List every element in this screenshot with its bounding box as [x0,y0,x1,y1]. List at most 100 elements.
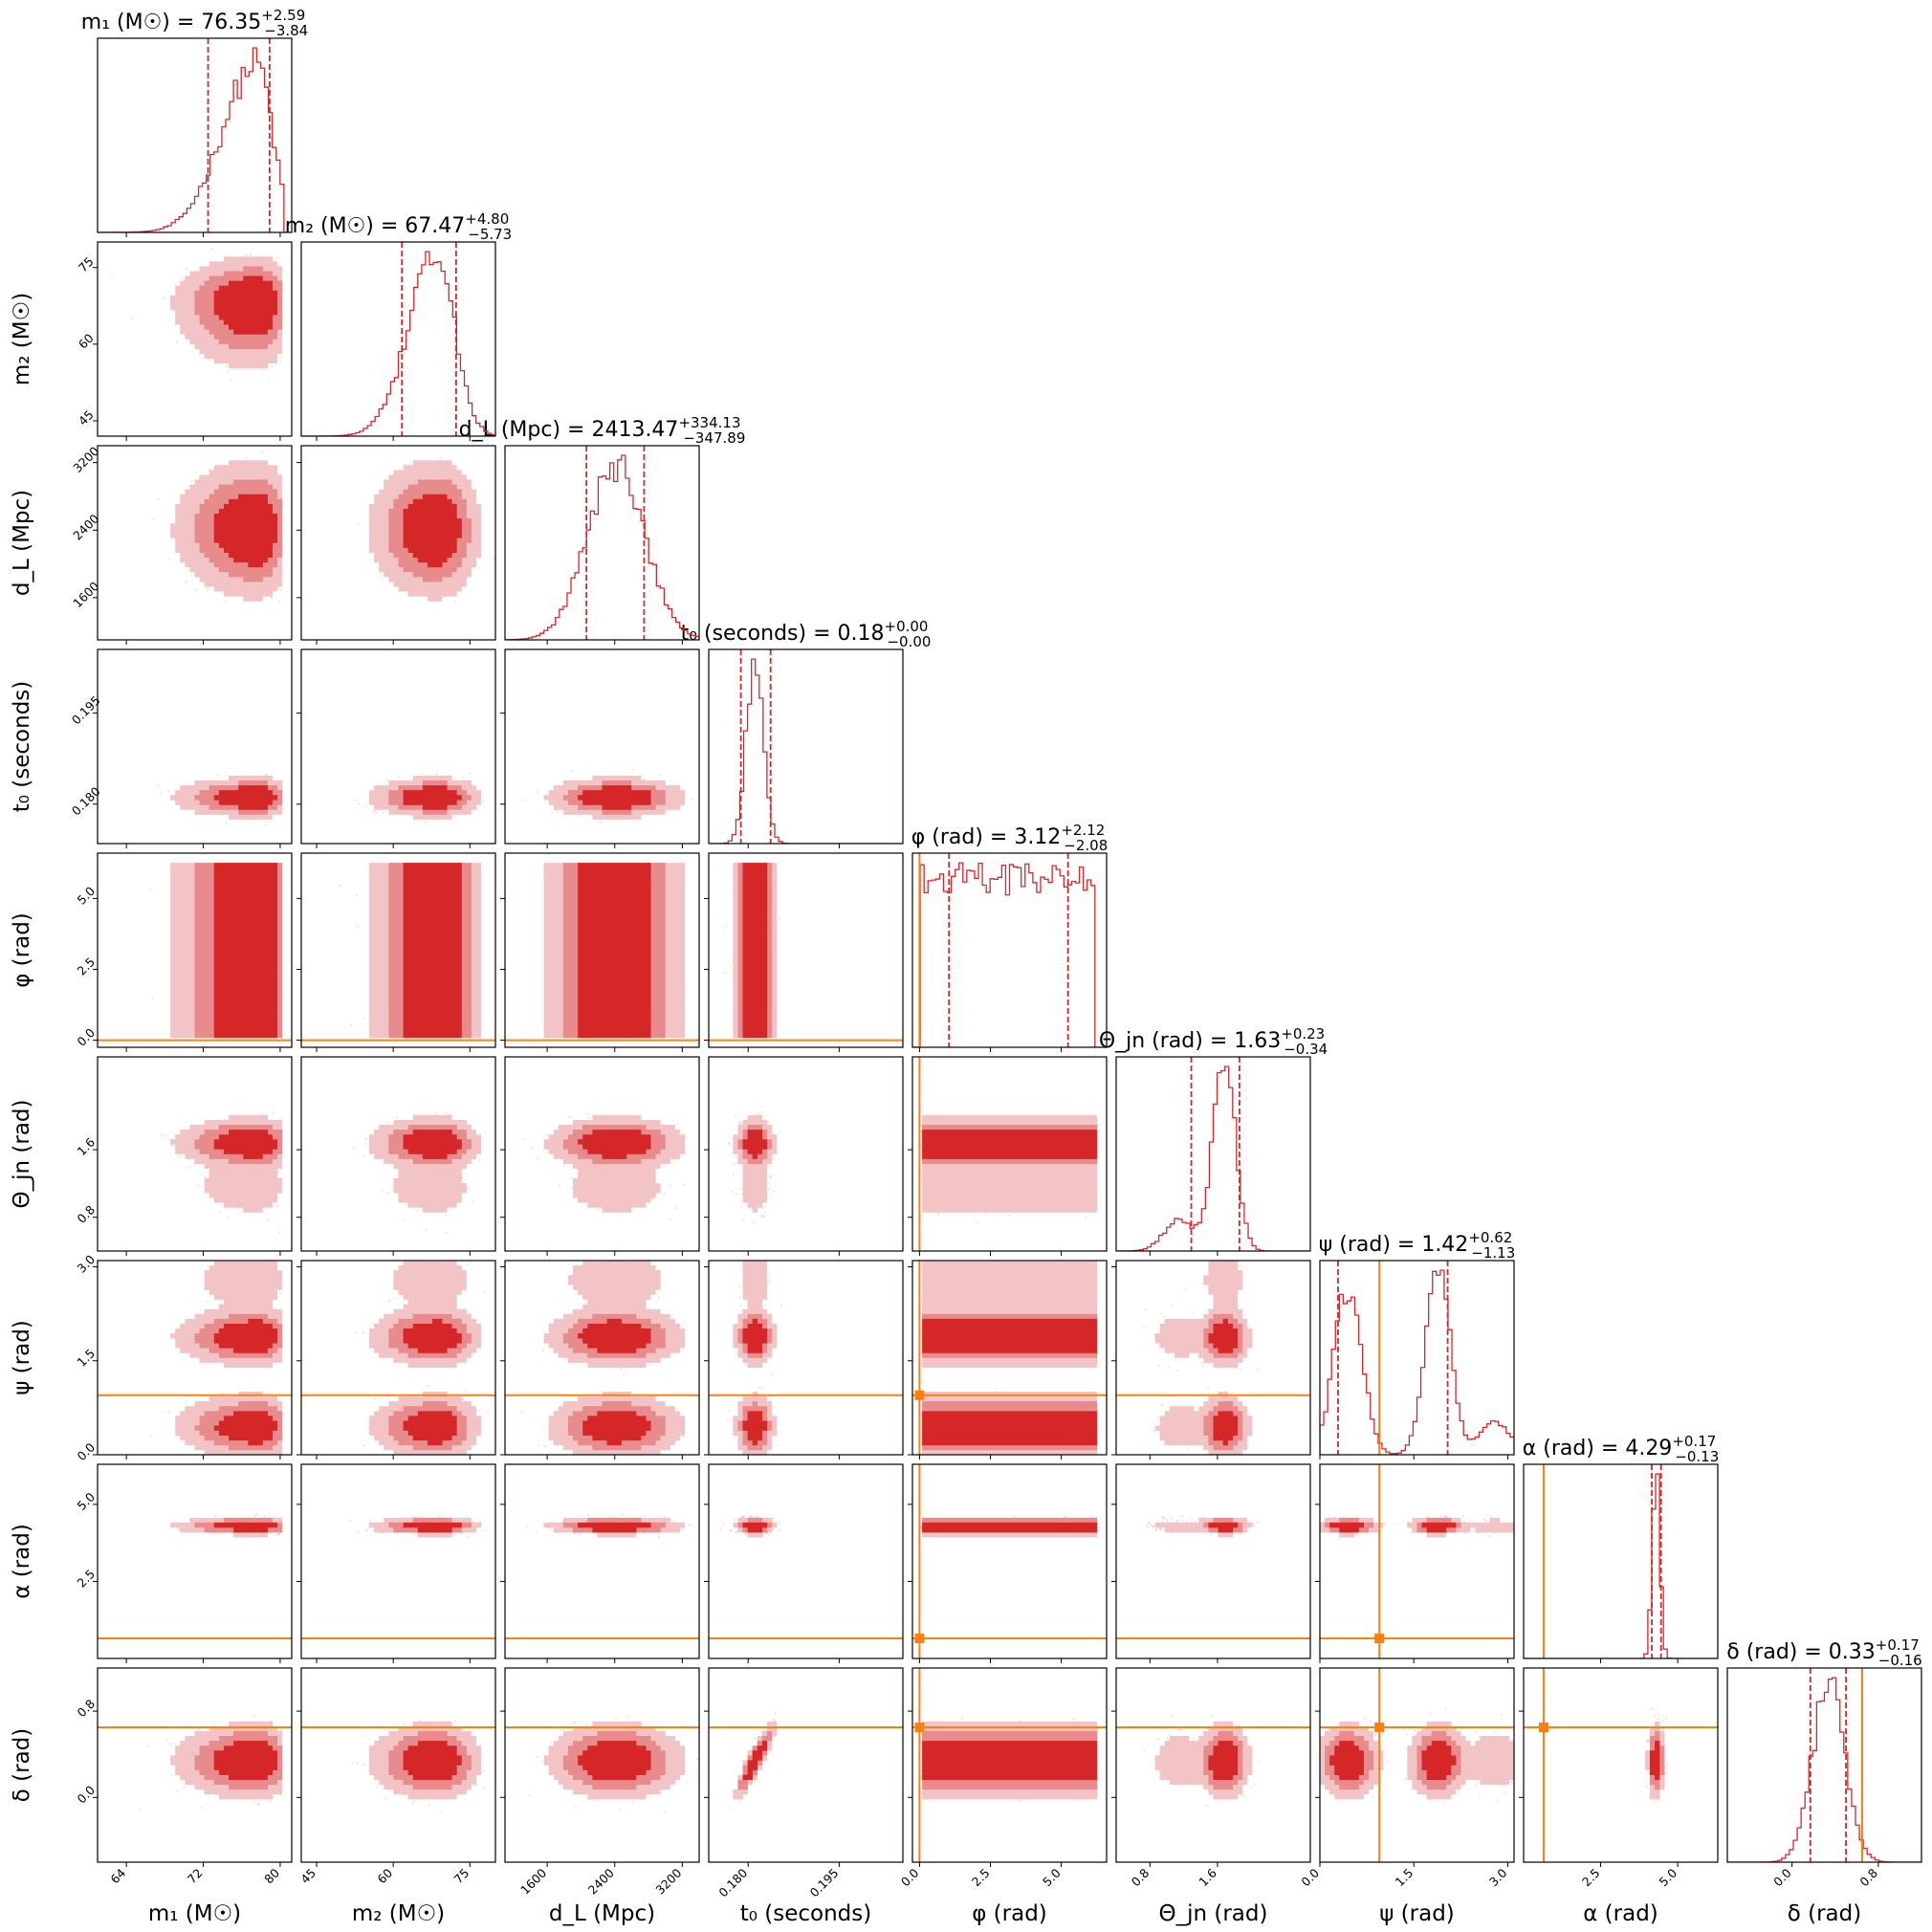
xtick-label-alpha: 5.0 [1657,1865,1680,1889]
ytick-label-delta: 0.8 [74,1697,98,1721]
contour-level-3 [578,1318,651,1446]
ytick-label-alpha: 5.0 [74,1489,98,1513]
panel-t0-vs-t0 [708,648,904,848]
panel-psi-vs-t0 [704,1260,904,1460]
contour-level-3 [742,863,768,1039]
ytick-label-theta: 1.6 [74,1135,98,1159]
title-prefix-m2: m₂ (M☉) = 67.47 [285,214,466,238]
contour-level-3 [742,1522,768,1533]
panel-frame [504,445,700,641]
title-plus-phi: +2.12 [1061,822,1105,839]
title-delta: δ (rad) = 0.33+0.17 −0.16 [1726,1636,1921,1669]
panel-frame [300,1463,496,1659]
panel-frame [911,852,1108,1048]
panel-m2-vs-m2 [300,241,496,441]
xlabel-alpha: α (rad) [1583,1901,1658,1926]
title-minus-delta: −0.16 [1878,1652,1922,1669]
contour-level-2 [737,1313,773,1451]
ylabel-alpha: α (rad) [10,1524,34,1599]
ylabel-psi: ψ (rad) [10,1320,34,1395]
contour-level-3 [742,1318,768,1446]
contour-level-3 [1329,1522,1457,1533]
xtick-label-psi: 1.5 [1393,1866,1416,1890]
xlabel-phi: φ (rad) [972,1901,1047,1926]
contour-level-3 [213,494,278,568]
contour-level-3 [578,863,651,1039]
injection-marker [1374,1634,1385,1644]
panel-frame [1319,1463,1515,1659]
contour-level-3 [578,1741,651,1781]
injection-marker [914,1723,925,1733]
panel-frame [300,241,496,437]
panel-psi-vs-m1: 0.0 1.5 3.0 [74,1252,293,1463]
title-plus-psi: +0.62 [1468,1229,1512,1246]
panel-delta-vs-phi: 0.0 2.5 5.0 [898,1667,1108,1889]
panel-frame [504,1667,700,1863]
xlabel-theta: Θ_jn (rad) [1159,1901,1268,1926]
contour-level-3 [742,1741,768,1781]
contour-level-3 [213,1522,278,1533]
panel-frame [911,1260,1108,1456]
xtick-label-m1: 72 [185,1866,206,1887]
xtick-label-theta: 0.8 [1129,1865,1153,1889]
panel-alpha-vs-alpha [1523,1463,1719,1663]
hist-theta [1116,1065,1310,1251]
panel-delta-vs-m1: 64 72 80 0.0 0.8 [74,1667,293,1887]
panel-theta-vs-dL [500,1056,700,1256]
panel-phi-vs-t0 [704,852,904,1052]
ytick-label-phi: 5.0 [74,884,98,908]
panel-t0-vs-m2 [296,648,496,848]
title-phi: φ (rad) = 3.12+2.12 −2.08 [911,822,1109,854]
panel-frame [504,648,700,845]
title-prefix-psi: ψ (rad) = 1.42 [1319,1233,1469,1257]
contour-level-3 [1208,1318,1239,1446]
panel-frame [1115,1463,1311,1659]
contour-level-3 [578,785,651,810]
injection-marker [1374,1723,1385,1733]
panel-psi-vs-psi [1319,1260,1515,1460]
panel-frame [300,852,496,1048]
contour-level-3 [403,1130,462,1159]
contour-level-3 [922,1318,1098,1446]
xtick-label-phi: 0.0 [898,1865,922,1889]
ytick-label-m2: 60 [76,331,97,352]
panel-delta-vs-delta: 0.0 0.8 [1726,1667,1922,1889]
title-t0: t₀ (seconds) = 0.18+0.00 −0.00 [681,618,932,650]
contour-level-3 [213,1741,278,1781]
xlabel-dL: d_L (Mpc) [549,1901,655,1926]
injection-marker [914,1634,925,1644]
xtick-label-alpha: 2.5 [1579,1866,1603,1890]
title-plus-alpha: +0.17 [1672,1433,1716,1450]
xlabel-m2: m₂ (M☉) [352,1901,445,1926]
panel-frame [300,445,496,641]
ylabel-delta: δ (rad) [10,1728,34,1802]
hist-m1 [98,47,292,232]
xtick-label-m1: 64 [107,1865,128,1886]
xtick-label-dL: 2400 [585,1865,617,1897]
panel-alpha-vs-t0 [704,1463,904,1663]
panel-frame [97,241,293,437]
title-plus-t0: +0.00 [885,618,929,635]
ytick-label-psi: 1.5 [74,1346,98,1370]
injection-marker [914,1390,925,1400]
panel-theta-vs-m2 [296,1056,496,1256]
title-theta: Θ_jn (rad) = 1.63+0.23 −0.34 [1099,1025,1328,1058]
xtick-label-psi: 0.0 [1298,1865,1322,1889]
xtick-label-phi: 5.0 [1040,1865,1064,1889]
panel-frame [1726,1667,1922,1863]
title-minus-phi: −2.08 [1064,837,1108,854]
title-minus-theta: −0.34 [1284,1041,1328,1058]
panel-frame [504,1463,700,1659]
ylabel-t0: t₀ (seconds) [10,681,34,813]
panel-frame [504,1260,700,1456]
contour-level-3 [403,1318,462,1446]
contour-level-3 [1329,1741,1457,1781]
contour-level-3 [1649,1741,1660,1781]
ytick-label-alpha: 2.5 [74,1567,98,1591]
panel-frame [911,1667,1108,1863]
contour-level-3 [213,1318,278,1446]
title-prefix-theta: Θ_jn (rad) = 1.63 [1099,1029,1281,1053]
xtick-label-m2: 45 [297,1866,318,1887]
title-m2: m₂ (M☉) = 67.47+4.80 −5.73 [285,210,512,243]
xlabel-delta: δ (rad) [1788,1901,1861,1926]
